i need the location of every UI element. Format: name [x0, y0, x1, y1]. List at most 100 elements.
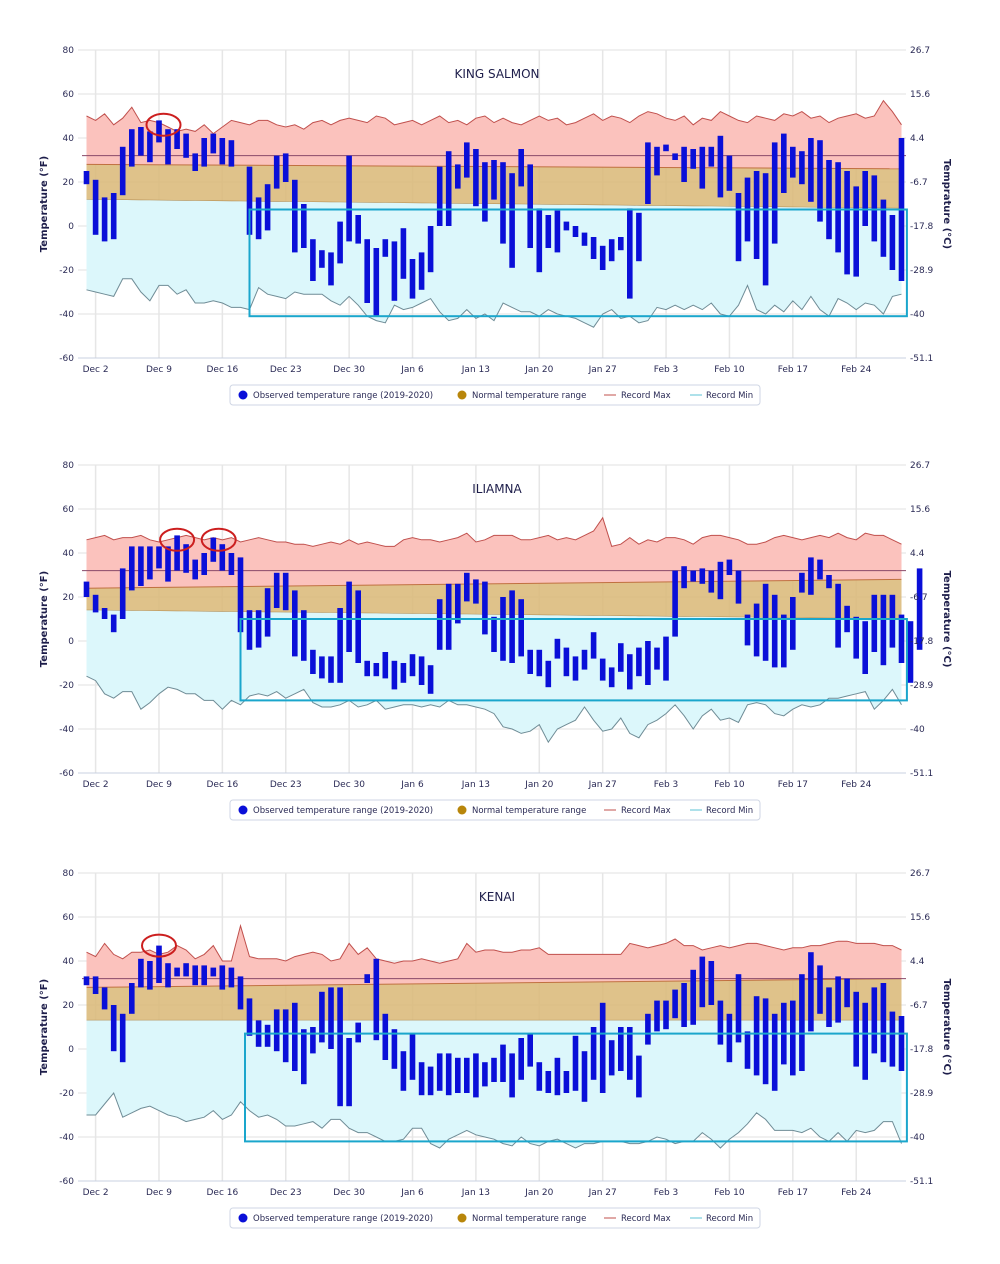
observed-bar: [880, 594, 887, 666]
legend-normal-marker: [457, 390, 467, 400]
observed-bar: [663, 144, 669, 152]
observed-bar: [210, 967, 217, 977]
legend: Observed temperature range (2019-2020) No…: [229, 799, 761, 821]
x-tick-label: Jan 13: [461, 365, 490, 375]
observed-bar: [83, 976, 90, 986]
observed-bar: [563, 647, 570, 677]
observed-bar: [762, 583, 769, 661]
observed-bar: [744, 614, 751, 646]
observed-bar: [418, 656, 425, 685]
observed-bar: [183, 544, 189, 573]
chart-svg: -60 -40 -20 0 20 40 60 80 -51.1 -40 -28.9 -17.8 -6.7…: [39, 869, 952, 1229]
observed-bar: [436, 166, 443, 226]
observed-bar: [817, 965, 823, 1014]
x-tick-label: Feb 17: [778, 365, 808, 375]
x-tick-label: Dec 2: [83, 365, 109, 375]
y-tick-label: -40: [59, 310, 74, 320]
observed-bar: [627, 208, 633, 299]
y2-tick-label: -51.1: [910, 1177, 933, 1187]
highlight-box: [239, 618, 908, 702]
y-tick-label: -20: [59, 1089, 74, 1099]
observed-bar: [753, 171, 760, 259]
observed-bar: [500, 597, 506, 661]
chart-title: ILIAMNA: [472, 482, 522, 496]
observed-bar: [418, 1062, 425, 1096]
x-tick-label: Feb 10: [714, 1188, 745, 1198]
observed-bar: [282, 572, 289, 611]
y2-tick-label: -17.8: [910, 637, 934, 647]
observed-bar: [545, 215, 552, 248]
observed-bar: [681, 146, 687, 182]
observed-bar: [654, 647, 660, 670]
observed-bar: [654, 146, 660, 176]
observed-bar: [518, 149, 524, 187]
observed-bar: [771, 594, 778, 668]
legend-normal-label: Normal temperature range: [472, 1214, 586, 1224]
observed-bar: [246, 610, 253, 650]
observed-bar: [880, 983, 887, 1063]
legend-normal-marker: [457, 805, 467, 815]
observed-bar: [473, 149, 479, 207]
y2-tick-label: -17.8: [910, 222, 934, 232]
observed-bar: [110, 1005, 117, 1052]
x-tick-label: Feb 24: [841, 365, 872, 375]
legend-observed-marker: [238, 1213, 248, 1223]
observed-bar: [608, 239, 615, 262]
observed-bar: [228, 967, 235, 988]
observed-bar: [672, 989, 678, 1019]
observed-bar: [391, 660, 398, 690]
y2-tick-label: -6.7: [910, 178, 928, 188]
x-tick-label: Jan 27: [588, 1188, 617, 1198]
observed-bar: [156, 120, 162, 143]
observed-bar: [391, 1029, 398, 1069]
observed-bar: [618, 237, 624, 251]
observed-bar: [201, 138, 207, 167]
highlight-circle: [145, 112, 182, 137]
observed-bar: [826, 160, 832, 240]
observed-bar: [735, 974, 742, 1043]
observed-bar: [138, 958, 144, 988]
y-tick-label: 20: [63, 1001, 75, 1011]
observed-bar: [762, 998, 769, 1085]
observed-bar: [273, 155, 280, 189]
y-tick-label: 0: [68, 637, 74, 647]
chart-title: KING SALMON: [454, 67, 539, 81]
observed-bar: [844, 171, 850, 275]
observed-bar: [129, 129, 135, 167]
observed-bar: [699, 146, 706, 189]
y2-tick-label: 26.7: [910, 461, 930, 471]
observed-bar: [400, 1051, 407, 1091]
observed-bar: [174, 129, 180, 149]
observed-bar: [708, 570, 715, 593]
observed-bar: [500, 1044, 506, 1082]
observed-bar: [799, 572, 805, 593]
x-tick-label: Feb 17: [778, 780, 808, 790]
observed-bar: [355, 590, 361, 663]
legend-record-max-label: Record Max: [621, 391, 671, 401]
observed-bar: [518, 599, 524, 657]
observed-bar: [509, 1053, 515, 1098]
observed-bar: [455, 1057, 461, 1093]
x-tick-label: Dec 30: [333, 780, 365, 790]
observed-bar: [491, 160, 497, 200]
y2-tick-label: -40: [910, 1133, 925, 1143]
observed-bar: [282, 1009, 289, 1063]
record-max-line: [86, 516, 902, 547]
x-tick-label: Feb 3: [654, 1188, 679, 1198]
x-tick-label: Dec 23: [270, 780, 302, 790]
observed-bar: [301, 1029, 307, 1085]
x-tick-label: Dec 9: [146, 780, 172, 790]
observed-bar: [491, 1057, 497, 1082]
observed-bar: [101, 608, 108, 619]
observed-bar: [310, 239, 316, 281]
y2-axis-title: Temperature (°C): [941, 979, 952, 1076]
observed-bar: [427, 226, 434, 273]
observed-bar: [753, 996, 760, 1076]
y2-tick-label: -17.8: [910, 1045, 934, 1055]
observed-bar: [572, 1035, 579, 1091]
observed-bar: [183, 133, 189, 158]
legend-record-min-label: Record Min: [706, 1214, 753, 1224]
observed-bar: [889, 594, 896, 648]
observed-bar: [455, 164, 461, 189]
y-tick-label: 40: [63, 549, 75, 559]
